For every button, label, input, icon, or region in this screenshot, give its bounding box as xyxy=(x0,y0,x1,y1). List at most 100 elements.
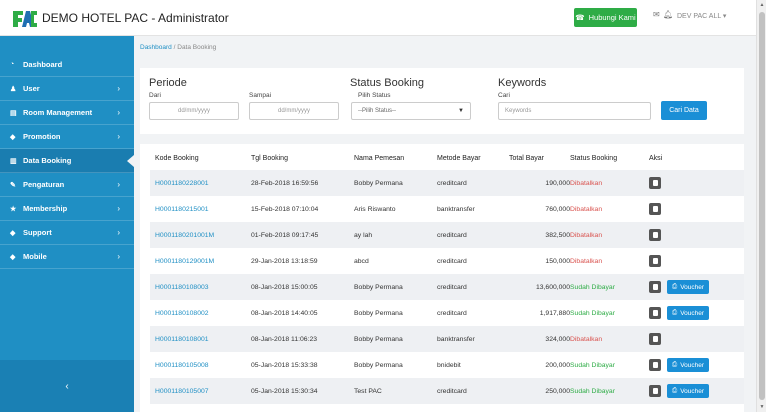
voucher-button[interactable]: ⎙ Voucher xyxy=(667,306,710,320)
booking-code-link[interactable]: H0001180105008 xyxy=(155,361,209,369)
hotel-logo xyxy=(13,11,37,27)
print-icon xyxy=(652,336,658,342)
booking-code-link[interactable]: H0001180108002 xyxy=(155,309,209,317)
payment-method: creditcard xyxy=(437,309,467,317)
header-status-booking: Status Booking xyxy=(570,155,618,162)
sidebar-item-membership[interactable]: ★ Membership › xyxy=(0,197,134,221)
tag-icon: ◆ xyxy=(10,253,16,261)
booking-code-link[interactable]: H0001180108001 xyxy=(155,335,209,343)
bell-icon[interactable]: 🔔︎ xyxy=(663,10,674,19)
sidebar-item-promotion[interactable]: ◆ Promotion › xyxy=(0,125,134,149)
date-from-input[interactable]: dd/mm/yyyy xyxy=(149,102,239,120)
booking-date: 08-Jan-2018 11:06:23 xyxy=(251,335,318,343)
customer-name: Bobby Permana xyxy=(354,335,403,343)
booking-code-link[interactable]: H0001180129001M xyxy=(155,257,215,265)
user-menu[interactable]: DEV PAC ALL ▾ xyxy=(677,12,726,20)
booking-status: Sudah Dibayar xyxy=(570,361,615,369)
header-metode-bayar: Metode Bayar xyxy=(437,155,481,162)
sidebar-item-data-booking[interactable]: ▥ Data Booking xyxy=(0,149,134,173)
total-paid: 1,917,880 xyxy=(539,309,570,317)
booking-date: 05-Jan-2018 15:33:38 xyxy=(251,361,318,369)
breadcrumb-dashboard-link[interactable]: Dashboard xyxy=(140,44,172,51)
status-booking-title: Status Booking xyxy=(350,77,424,89)
print-button[interactable] xyxy=(649,359,661,371)
keywords-input[interactable]: Keywords xyxy=(498,102,651,120)
date-to-input[interactable]: dd/mm/yyyy xyxy=(249,102,339,120)
sidebar: ◔ Dashboard ♟ User › ▤ Room Management ›… xyxy=(0,36,134,412)
search-button[interactable]: Cari Data xyxy=(661,101,707,120)
sidebar-item-room-management[interactable]: ▤ Room Management › xyxy=(0,101,134,125)
tag-icon: ◆ xyxy=(10,133,16,141)
header-nama-pemesan: Nama Pemesan xyxy=(354,155,405,162)
table-row: H0001180105008 05-Jan-2018 15:33:38 Bobb… xyxy=(150,352,744,378)
booking-date: 05-Jan-2018 15:30:34 xyxy=(251,387,318,395)
contact-us-button[interactable]: ☎ Hubungi Kami xyxy=(574,8,637,27)
booking-code-link[interactable]: H0001180215001 xyxy=(155,205,209,213)
sidebar-item-label: Room Management xyxy=(23,108,93,117)
row-actions xyxy=(649,326,661,352)
star-icon: ★ xyxy=(10,205,17,213)
sidebar-item-label: Promotion xyxy=(23,132,61,141)
payment-method: banktransfer xyxy=(437,205,475,213)
sidebar-item-label: Dashboard xyxy=(23,60,63,69)
customer-name: Bobby Permana xyxy=(354,179,403,187)
total-paid: 13,600,000 xyxy=(535,283,570,291)
sidebar-item-dashboard[interactable]: ◔ Dashboard xyxy=(0,53,134,77)
voucher-button[interactable]: ⎙ Voucher xyxy=(667,358,710,372)
envelope-icon[interactable]: ✉ xyxy=(653,10,660,19)
booking-code-link[interactable]: H0001180228001 xyxy=(155,179,209,187)
sidebar-collapse-button[interactable]: ‹ xyxy=(0,360,134,412)
print-button[interactable] xyxy=(649,255,661,267)
total-paid: 190,000 xyxy=(545,179,570,187)
sidebar-item-label: Support xyxy=(23,228,52,237)
print-button[interactable] xyxy=(649,281,661,293)
sidebar-item-support[interactable]: ◆ Support › xyxy=(0,221,134,245)
print-button[interactable] xyxy=(649,203,661,215)
total-paid: 150,000 xyxy=(545,257,570,265)
keywords-title: Keywords xyxy=(498,77,547,89)
booking-date: 08-Jan-2018 15:00:05 xyxy=(251,283,318,291)
status-select[interactable]: --Pilih Status-- ▼ xyxy=(351,102,471,120)
print-button[interactable] xyxy=(649,229,661,241)
sidebar-item-mobile[interactable]: ◆ Mobile › xyxy=(0,245,134,269)
print-icon xyxy=(652,258,658,264)
scroll-down-icon[interactable]: ▼ xyxy=(759,404,765,410)
booking-code-link[interactable]: H0001180201001M xyxy=(155,231,215,239)
print-button[interactable] xyxy=(649,385,661,397)
chevron-right-icon: › xyxy=(117,84,120,93)
booking-date: 15-Feb-2018 07:10:04 xyxy=(251,205,319,213)
user-icon: ♟ xyxy=(10,85,17,93)
voucher-label: Voucher xyxy=(680,361,705,369)
table-row: H0001180108002 08-Jan-2018 14:40:05 Bobb… xyxy=(150,300,744,326)
table-row: H0001180228001 28-Feb-2018 16:59:56 Bobb… xyxy=(150,170,744,196)
sidebar-item-label: User xyxy=(23,84,40,93)
print-button[interactable] xyxy=(649,307,661,319)
print-icon xyxy=(652,284,658,290)
booking-status: Dibatalkan xyxy=(570,205,603,213)
booking-code-link[interactable]: H0001180108003 xyxy=(155,283,209,291)
sidebar-item-pengaturan[interactable]: ✎ Pengaturan › xyxy=(0,173,134,197)
scroll-up-icon[interactable]: ▲ xyxy=(759,2,765,8)
wrench-icon: ✎ xyxy=(10,181,16,189)
voucher-button[interactable]: ⎙ Voucher xyxy=(667,384,710,398)
print-button[interactable] xyxy=(649,177,661,189)
booking-code-link[interactable]: H0001180105007 xyxy=(155,387,209,395)
page-scrollbar[interactable]: ▲ ▼ xyxy=(756,0,766,412)
top-bar: DEMO HOTEL PAC - Administrator ☎ Hubungi… xyxy=(0,0,766,36)
scroll-thumb[interactable] xyxy=(759,12,765,400)
voucher-button[interactable]: ⎙ Voucher xyxy=(667,280,710,294)
total-paid: 382,500 xyxy=(545,231,570,239)
status-select-value: --Pilih Status-- xyxy=(358,108,397,114)
sidebar-item-label: Pengaturan xyxy=(23,180,65,189)
app-title: DEMO HOTEL PAC - Administrator xyxy=(42,11,229,25)
book-icon: ▥ xyxy=(10,157,17,165)
payment-method: creditcard xyxy=(437,387,467,395)
booking-status: Dibatalkan xyxy=(570,335,603,343)
chevron-right-icon: › xyxy=(117,228,120,237)
booking-status: Dibatalkan xyxy=(570,179,603,187)
breadcrumb-separator: / xyxy=(173,44,176,51)
payment-method: creditcard xyxy=(437,231,467,239)
print-button[interactable] xyxy=(649,333,661,345)
filter-panel: Periode Dari dd/mm/yyyy Sampai dd/mm/yyy… xyxy=(140,68,744,134)
sidebar-item-user[interactable]: ♟ User › xyxy=(0,77,134,101)
